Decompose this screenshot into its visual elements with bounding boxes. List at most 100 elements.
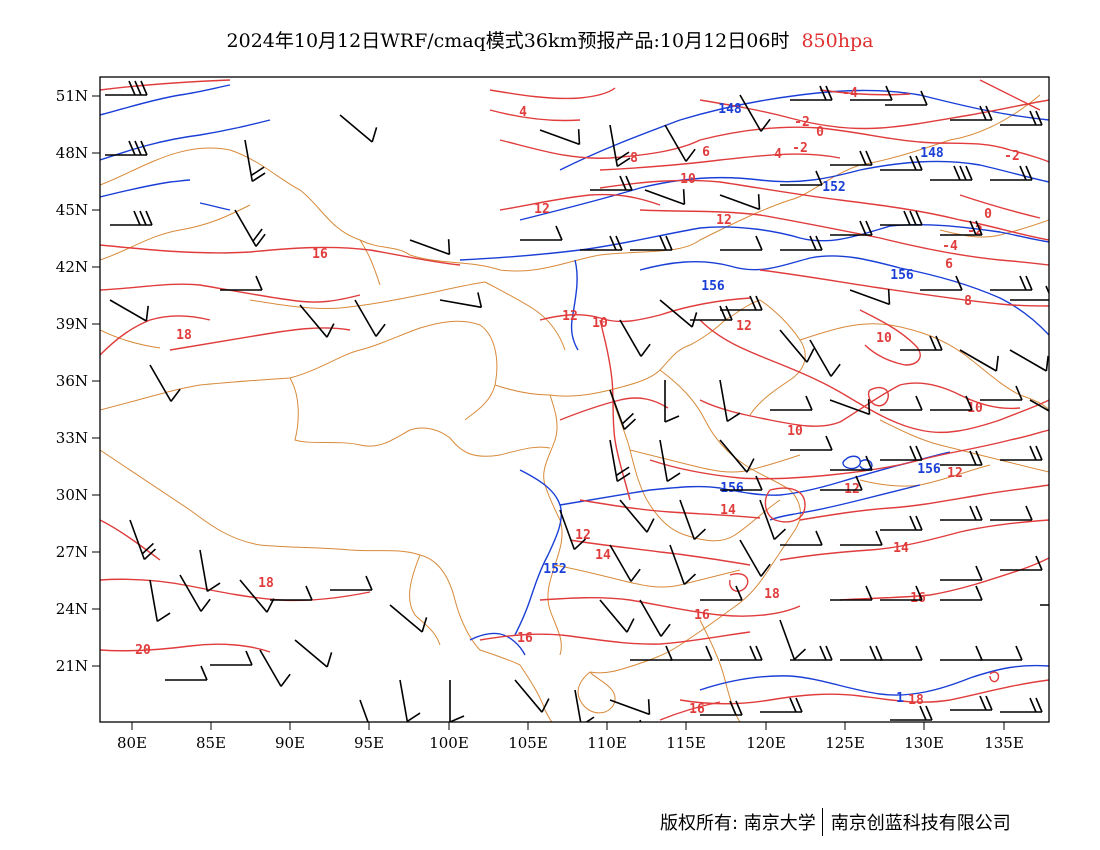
wind-barb <box>739 94 771 132</box>
plot-frame <box>99 76 1050 723</box>
height-label: 152 <box>822 180 845 195</box>
wind-barb <box>179 574 211 612</box>
wind-barb <box>1000 445 1043 461</box>
wind-barb <box>609 544 641 582</box>
wind-barb <box>880 515 923 531</box>
temperature-label: 10 <box>876 331 892 346</box>
wind-barb <box>920 275 963 291</box>
wind-barb <box>105 140 148 156</box>
wind-barb <box>1010 285 1049 301</box>
copyright-company: 南京创蓝科技有限公司 <box>830 813 1011 834</box>
wind-barb <box>830 220 873 236</box>
lat-label: 24N <box>56 600 88 618</box>
wind-barb <box>644 189 686 206</box>
wind-barb <box>930 165 973 181</box>
lon-label: 110E <box>587 734 627 752</box>
height-label: 152 <box>543 562 566 577</box>
lon-label: 125E <box>825 734 865 752</box>
lon-label: 100E <box>429 734 469 752</box>
wind-barb <box>210 650 253 666</box>
wind-barb <box>739 539 771 577</box>
wind-barb <box>670 645 713 661</box>
lon-label: 105E <box>508 734 548 752</box>
wind-barb <box>639 599 671 637</box>
wind-barb <box>330 575 373 591</box>
wind-barb <box>109 299 149 322</box>
temperature-label: 12 <box>562 309 578 324</box>
lon-label: 90E <box>275 734 305 752</box>
temperature-label: -2 <box>792 141 808 156</box>
wind-barb <box>700 585 743 601</box>
lon-label: 85E <box>196 734 226 752</box>
wind-barb <box>720 295 763 311</box>
wind-barbs <box>105 80 1049 722</box>
wind-barb <box>850 85 893 101</box>
temperature-label: 20 <box>135 643 151 658</box>
map-title: 2024年10月12日WRF/cmaq模式36km预报产品:10月12日06时 8… <box>0 26 1100 53</box>
wind-barb <box>885 90 928 106</box>
wind-barb <box>780 235 823 251</box>
wind-barb <box>339 114 378 143</box>
wind-barb <box>790 435 833 451</box>
wind-barb <box>270 585 313 601</box>
temperature-label: 16 <box>694 608 710 623</box>
wind-barb <box>299 304 335 338</box>
temperature-label: -4 <box>842 86 858 101</box>
wind-barb <box>829 399 871 416</box>
wind-barb <box>409 239 451 256</box>
wind-barb <box>690 305 733 321</box>
wind-barb <box>880 645 923 661</box>
wind-barb <box>820 475 863 491</box>
wind-barb <box>880 585 923 601</box>
wind-barb <box>980 645 1023 661</box>
wind-barb <box>244 139 266 183</box>
wind-barb <box>950 105 993 121</box>
temperature-label: 4 <box>774 147 782 162</box>
wind-barb <box>880 395 923 411</box>
lon-label: 80E <box>117 734 147 752</box>
wind-barb <box>165 665 208 681</box>
wind-barb <box>940 505 983 521</box>
wind-barb <box>234 209 266 247</box>
wind-barb <box>559 509 587 551</box>
plot-frame-background <box>100 77 1049 722</box>
lon-label: 115E <box>666 734 706 752</box>
lat-label: 39N <box>56 315 88 333</box>
wind-barb <box>1000 555 1043 571</box>
lat-label: 30N <box>56 486 88 504</box>
temperature-label: 12 <box>736 319 752 334</box>
temperature-label: -2 <box>794 115 810 130</box>
wind-barb <box>830 455 873 471</box>
wind-barb <box>619 499 655 533</box>
wind-barb <box>779 329 815 363</box>
height-label: 1 <box>896 691 904 706</box>
wind-barb <box>1029 399 1049 422</box>
wind-barb <box>780 170 823 186</box>
wind-barb <box>880 155 923 171</box>
wind-barb <box>220 275 263 291</box>
wind-barb <box>399 679 421 722</box>
wind-barb <box>520 225 563 241</box>
wind-barb <box>940 585 983 601</box>
wind-barb <box>959 349 999 372</box>
lat-label: 21N <box>56 657 88 675</box>
wind-barb <box>619 319 651 357</box>
wind-barb <box>720 645 763 661</box>
wind-barb <box>609 699 651 716</box>
lon-label: 120E <box>746 734 786 752</box>
wind-barb <box>719 194 761 211</box>
wind-barb <box>840 530 883 546</box>
height-label: 156 <box>890 268 914 283</box>
wind-barb <box>149 579 171 623</box>
temperature-label: 12 <box>534 202 550 217</box>
wind-barb <box>779 619 807 661</box>
temperature-label: -2 <box>1004 149 1020 164</box>
temperature-label: 18 <box>258 576 274 591</box>
wind-barb <box>1000 697 1043 713</box>
temperature-label: 18 <box>764 587 780 602</box>
wind-barb <box>514 679 550 713</box>
wind-barb <box>930 395 973 411</box>
lat-label: 51N <box>56 87 88 105</box>
height-contours <box>100 84 1049 696</box>
